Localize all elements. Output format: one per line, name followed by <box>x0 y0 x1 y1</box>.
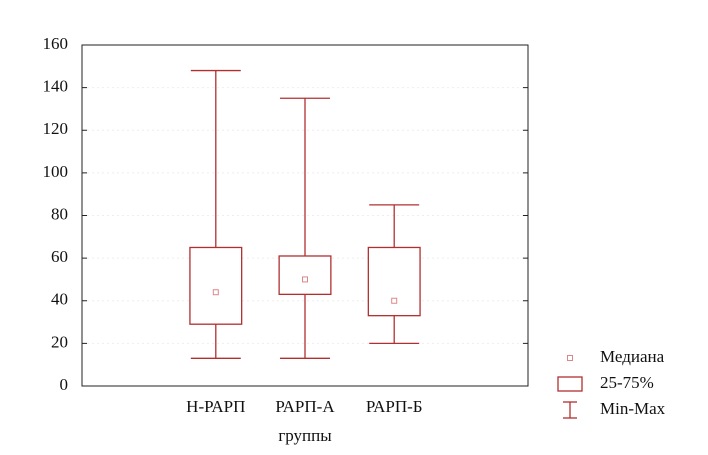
legend-box-icon <box>557 376 583 392</box>
y-tick-label: 0 <box>60 375 69 394</box>
y-tick-label: 40 <box>51 290 68 309</box>
y-tick-label: 140 <box>43 77 69 96</box>
y-tick-label: 80 <box>51 204 68 223</box>
y-tick-label: 160 <box>43 34 69 53</box>
y-tick-label: 100 <box>43 162 69 181</box>
median-marker <box>302 276 308 283</box>
box <box>278 255 332 296</box>
legend-median-icon <box>567 355 573 361</box>
legend-label: Медиана <box>600 347 665 366</box>
legend-label: Min-Max <box>600 399 666 418</box>
y-tick-label: 60 <box>51 247 68 266</box>
x-tick-label: РАРП-А <box>275 397 335 416</box>
x-axis-label: группы <box>278 426 332 445</box>
box <box>367 246 421 317</box>
y-tick-label: 120 <box>43 119 69 138</box>
legend-label: 25-75% <box>600 373 654 392</box>
median-marker <box>212 289 219 296</box>
y-tick-label: 20 <box>51 332 68 351</box>
box <box>189 246 243 325</box>
x-tick-label: Н-РАРП <box>186 397 245 416</box>
plot-frame <box>81 44 529 387</box>
x-tick-label: РАРП-Б <box>366 397 423 416</box>
median-marker <box>391 297 398 304</box>
